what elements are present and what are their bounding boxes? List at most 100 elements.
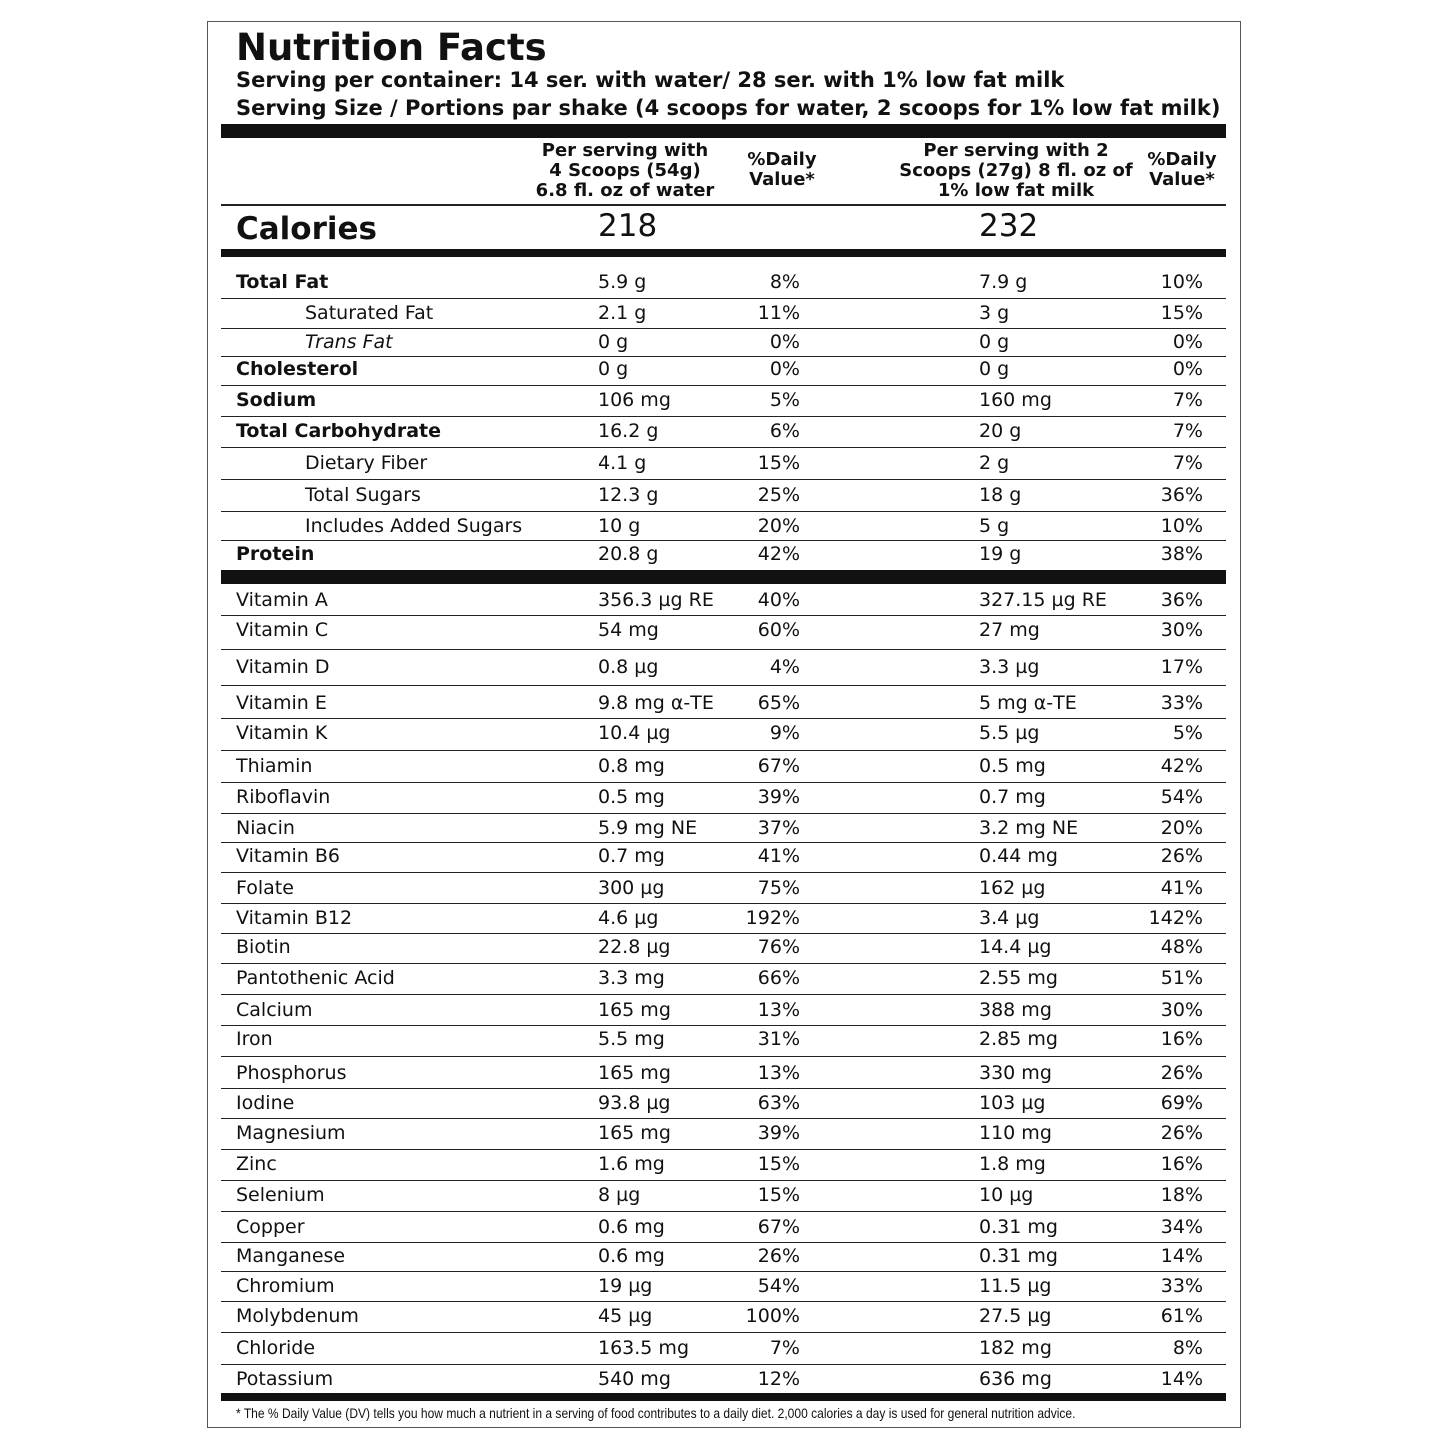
daily-value: 41% [757,845,800,867]
daily-value: 67% [757,755,800,777]
column-header: 6.8 fl. oz of water [535,180,715,201]
amount: 19 µg [598,1275,653,1297]
servings: Serving per container: 14 ser. with wate… [236,68,1065,92]
amount: 327.15 µg RE [979,589,1107,611]
amount: 27.5 µg [979,1305,1052,1327]
column-header: %Daily [747,149,817,170]
nutrient-name: Trans Fat [305,331,393,353]
nutrient-name: Potassium [236,1368,334,1390]
daily-value: 0% [1172,358,1203,380]
daily-value: 15% [757,452,800,474]
amount: 0 g [598,358,629,380]
daily-value: 10% [1160,271,1203,293]
daily-value: 75% [757,877,800,899]
daily-value: 100% [745,1305,800,1327]
thick-rule [221,1393,1226,1401]
column-header: Value* [1149,169,1215,190]
nutrient-name: Selenium [236,1184,325,1206]
amount: 165 mg [598,999,671,1021]
amount: 93.8 µg [598,1092,671,1114]
nutrient-name: Vitamin B12 [236,907,353,929]
nutrient-name: Total Fat [236,271,329,293]
amount: 330 mg [979,1062,1052,1084]
daily-value: 76% [757,936,800,958]
daily-value: 36% [1160,484,1203,506]
rule [221,328,1226,329]
amount: 356.3 µg RE [598,589,714,611]
rule [221,933,1226,934]
amount: 2 g [979,452,1010,474]
column-header: 1% low fat milk [937,180,1095,201]
amount: 0 g [979,358,1010,380]
daily-value: 142% [1148,907,1203,929]
daily-value: 16% [1160,1028,1203,1050]
daily-value: 54% [1160,786,1203,808]
rule [221,1332,1226,1333]
label-border [207,21,1241,1428]
column-header: Value* [749,169,815,190]
nutrient-name: Dietary Fiber [305,452,428,474]
nutrient-name: Chloride [236,1337,316,1359]
daily-value: 7% [1172,389,1203,411]
daily-value: 7% [1172,420,1203,442]
rule [221,1056,1226,1057]
amount: 16.2 g [598,420,659,442]
rule [221,718,1226,719]
daily-value: 63% [757,1092,800,1114]
rule [221,1088,1226,1089]
calories-value: 232 [979,208,1039,244]
daily-value: 34% [1160,1216,1203,1238]
amount: 160 mg [979,389,1052,411]
calories-label: Calories [236,211,377,247]
amount: 103 µg [979,1092,1046,1114]
rule [221,782,1226,783]
nutrient-name: Copper [236,1216,305,1238]
rule [221,872,1226,873]
rule [221,1301,1226,1302]
thick-rule [221,249,1226,257]
amount: 0.7 mg [598,845,665,867]
daily-value: 16% [1160,1153,1203,1175]
amount: 0.6 mg [598,1216,665,1238]
daily-value: 38% [1160,543,1203,565]
nutrient-name: Manganese [236,1245,346,1267]
daily-value: 54% [757,1275,800,1297]
daily-value: 14% [1160,1245,1203,1267]
amount: 0.31 mg [979,1245,1058,1267]
rule [221,447,1226,448]
daily-value: 15% [1160,302,1203,324]
amount: 0.8 mg [598,755,665,777]
amount: 27 mg [979,619,1040,641]
serving-size: Serving Size / Portions par shake (4 sco… [236,96,1221,120]
amount: 2.1 g [598,302,647,324]
rule [221,685,1226,686]
amount: 5.9 g [598,271,647,293]
nutrient-name: Molybdenum [236,1305,359,1327]
daily-value: 51% [1160,967,1203,989]
rule [221,416,1226,417]
amount: 20 g [979,420,1022,442]
amount: 8 µg [598,1184,641,1206]
amount: 0.44 mg [979,845,1058,867]
nutrient-name: Thiamin [236,755,313,777]
amount: 3.4 µg [979,907,1040,929]
daily-value: 10% [1160,515,1203,537]
daily-value: 0% [769,331,800,353]
rule [221,1211,1226,1212]
amount: 14.4 µg [979,936,1052,958]
rule [221,204,1226,206]
amount: 7.9 g [979,271,1028,293]
nutrient-name: Pantothenic Acid [236,967,395,989]
rule [221,540,1226,541]
amount: 165 mg [598,1122,671,1144]
daily-value: 15% [757,1153,800,1175]
amount: 11.5 µg [979,1275,1052,1297]
nutrient-name: Sodium [236,389,317,411]
daily-value: 26% [1160,845,1203,867]
title: Nutrition Facts [236,26,547,69]
amount: 0.31 mg [979,1216,1058,1238]
nutrient-name: Includes Added Sugars [305,515,523,537]
amount: 22.8 µg [598,936,671,958]
rule [221,750,1226,751]
column-header: Per serving with 2 [923,140,1109,161]
